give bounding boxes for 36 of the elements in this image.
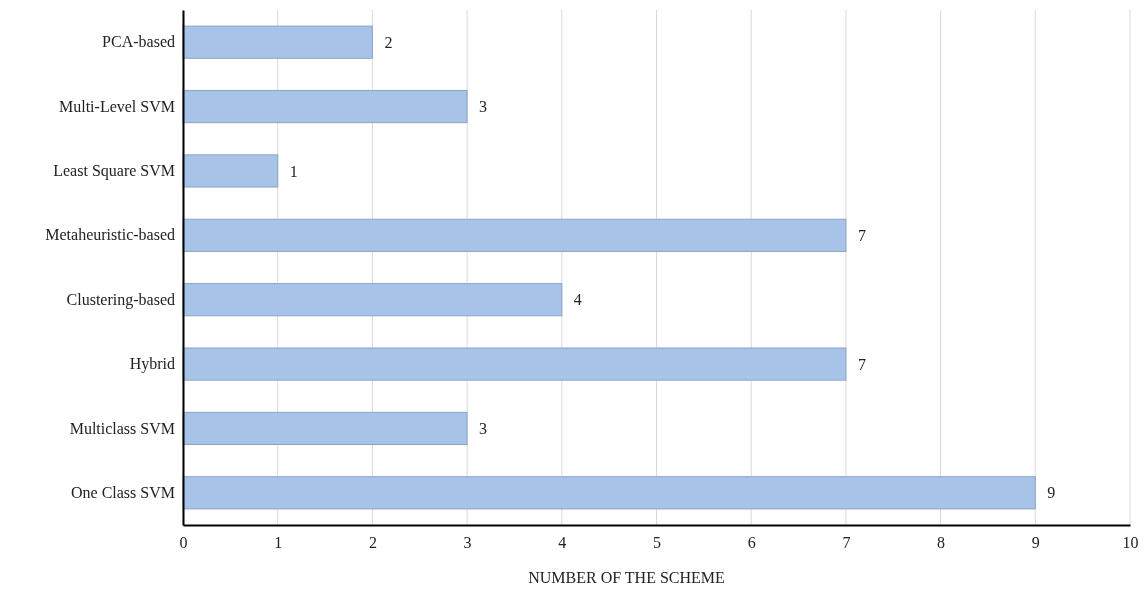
bar xyxy=(182,218,847,252)
x-tick-label: 3 xyxy=(463,534,472,552)
x-tick-label: 9 xyxy=(1031,534,1040,552)
data-label: 3 xyxy=(479,420,488,438)
bar xyxy=(182,25,373,59)
x-tick-label: 10 xyxy=(1122,534,1139,552)
y-tick-label: Least Square SVM xyxy=(53,162,175,181)
data-label: 3 xyxy=(479,98,488,116)
x-tick-label: 4 xyxy=(558,534,567,552)
x-tick-label: 1 xyxy=(274,534,283,552)
x-tick-label: 5 xyxy=(653,534,661,552)
data-label: 9 xyxy=(1047,484,1056,502)
x-tick-label: 6 xyxy=(747,534,756,552)
x-tick-label: 7 xyxy=(842,534,851,552)
y-tick-label: Multiclass SVM xyxy=(69,419,175,437)
bar xyxy=(182,476,1036,510)
data-label: 7 xyxy=(857,226,866,244)
data-label: 4 xyxy=(573,291,582,309)
data-label: 2 xyxy=(384,33,393,51)
bar xyxy=(182,154,279,188)
y-tick-label: Clustering-based xyxy=(66,290,175,309)
y-tick-label: One Class SVM xyxy=(70,483,175,501)
bar xyxy=(182,283,563,317)
data-label: 1 xyxy=(289,162,298,180)
bar xyxy=(182,411,468,446)
bar xyxy=(182,89,468,124)
x-axis-title: NUMBER OF THE SCHEME xyxy=(528,569,725,586)
data-label: 7 xyxy=(857,355,866,373)
x-tick-label: 0 xyxy=(179,534,188,552)
bar xyxy=(182,347,847,381)
y-tick-label: PCA-based xyxy=(102,33,175,51)
x-tick-label: 8 xyxy=(937,534,946,552)
x-tick-label: 2 xyxy=(368,534,377,552)
y-tick-label: Metaheuristic-based xyxy=(45,226,175,244)
y-tick-label: Multi-Level SVM xyxy=(59,97,175,115)
y-tick-label: Hybrid xyxy=(129,355,175,374)
